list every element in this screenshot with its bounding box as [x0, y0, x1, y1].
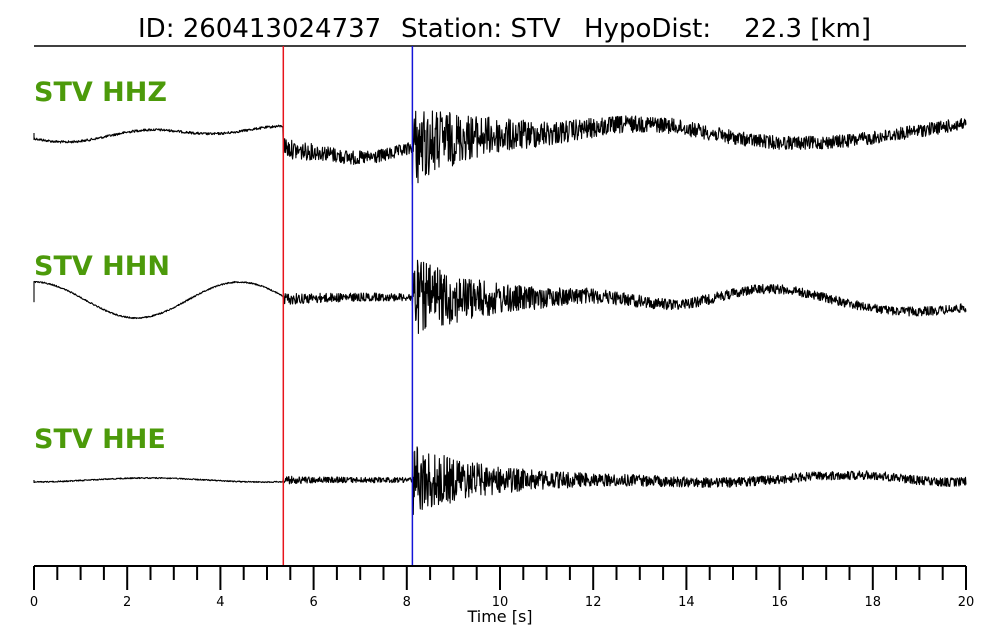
x-tick-label: 8 — [403, 595, 411, 610]
x-tick-label: 16 — [771, 595, 788, 610]
x-tick-label: 20 — [958, 595, 975, 610]
trace-hhe — [33, 446, 967, 516]
x-tick-label: 18 — [865, 595, 882, 610]
x-tick-label: 12 — [585, 595, 602, 610]
x-tick-label: 10 — [492, 595, 509, 610]
waveform-traces — [33, 110, 967, 516]
x-axis-label: Time [s] — [466, 607, 532, 626]
x-tick-label: 14 — [678, 595, 695, 610]
channel-label-hhn: STV HHN — [34, 251, 170, 282]
channel-label-hhz: STV HHZ — [34, 77, 167, 108]
trace-hhn — [33, 259, 967, 335]
title-event-id: ID: 260413024737 — [138, 14, 381, 44]
x-tick-label: 6 — [309, 595, 317, 610]
trace-hhz — [33, 110, 967, 185]
phase-picks — [282, 46, 414, 566]
channel-label-hhe: STV HHE — [34, 424, 166, 455]
x-tick-label: 2 — [123, 595, 131, 610]
time-axis: 0 2 4 6 8 10 12 14 16 18 20 — [30, 565, 975, 610]
x-tick-label: 4 — [216, 595, 224, 610]
title-hypo-distance: HypoDist: 22.3 [km] — [584, 14, 871, 44]
x-tick-label: 0 — [30, 595, 38, 610]
title-station: Station: STV — [401, 14, 561, 44]
